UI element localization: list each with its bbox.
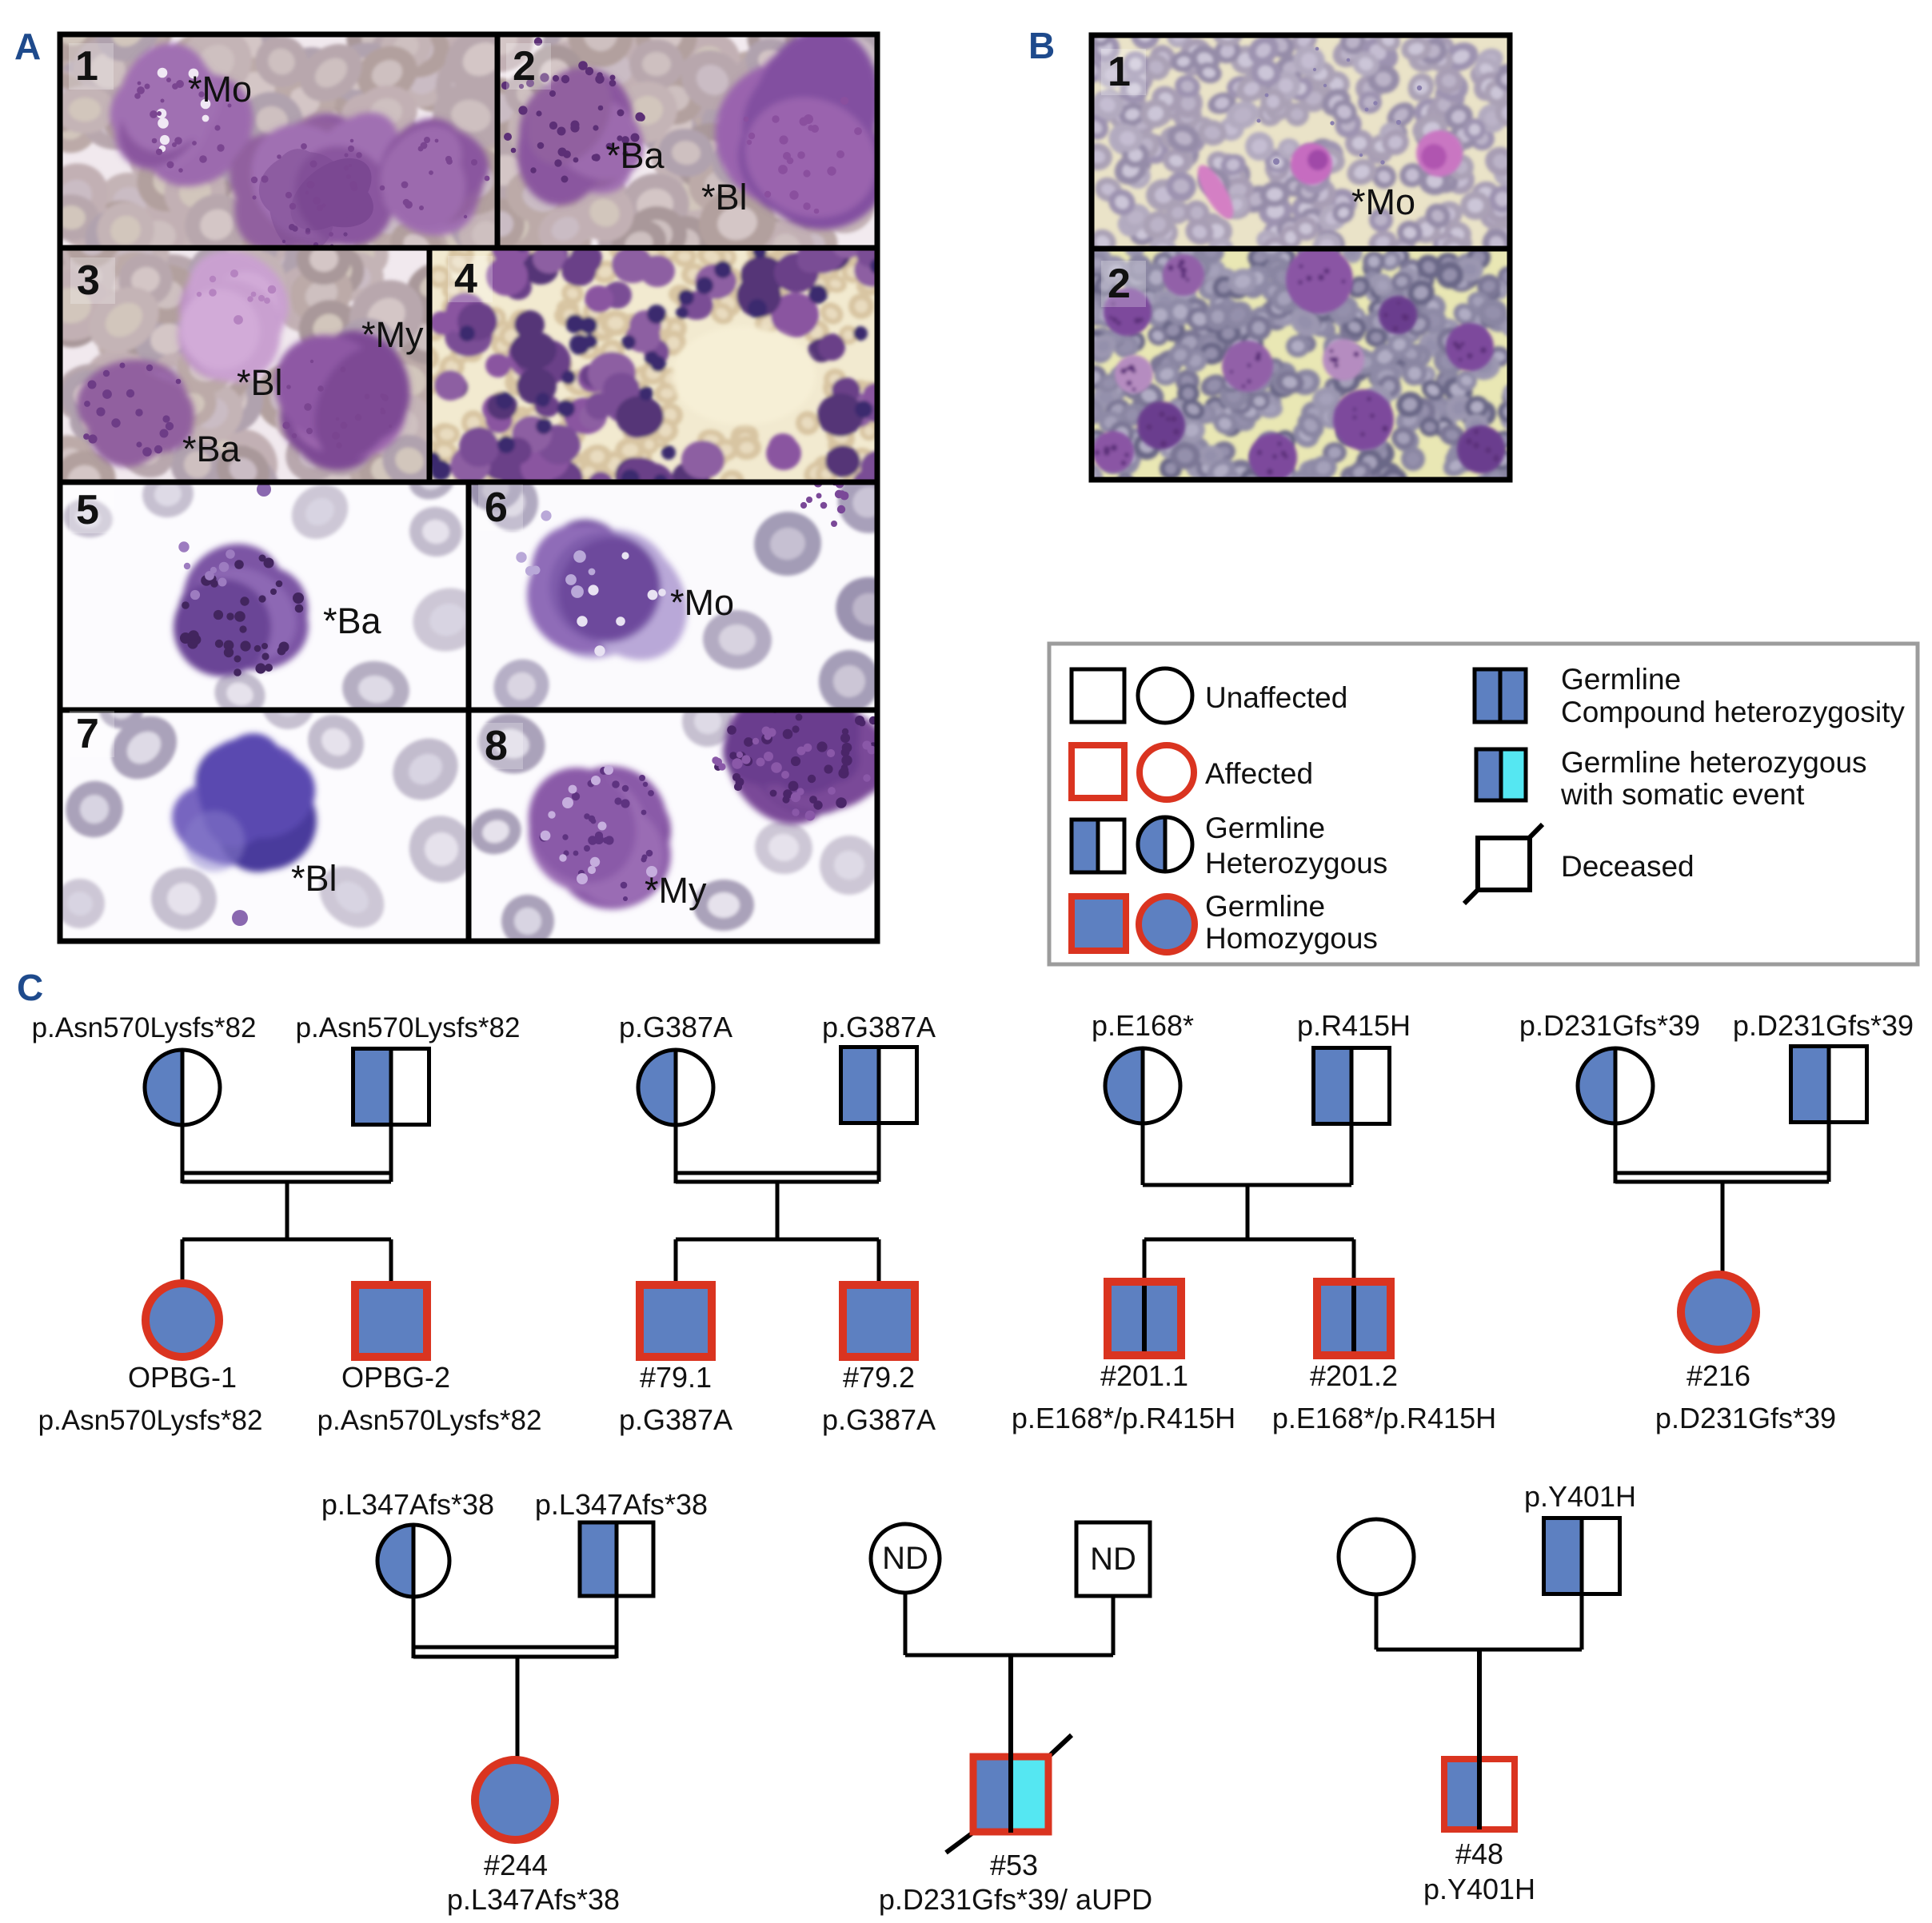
svg-text:*Bl: *Bl	[701, 177, 748, 217]
svg-text:#244: #244	[484, 1849, 548, 1881]
svg-text:#216: #216	[1687, 1359, 1750, 1392]
svg-text:Unaffected: Unaffected	[1205, 681, 1347, 714]
svg-text:p.G387A: p.G387A	[619, 1403, 732, 1436]
svg-text:p.Asn570Lysfs*82: p.Asn570Lysfs*82	[317, 1405, 542, 1436]
svg-text:*Ba: *Ba	[323, 600, 382, 641]
svg-text:*Mo: *Mo	[188, 69, 252, 110]
svg-text:p.Asn570Lysfs*82: p.Asn570Lysfs*82	[296, 1012, 521, 1043]
svg-text:#201.1: #201.1	[1100, 1359, 1188, 1392]
svg-text:6: 6	[485, 485, 508, 531]
svg-text:Germline: Germline	[1205, 890, 1325, 923]
svg-text:p.D231Gfs*39: p.D231Gfs*39	[1655, 1402, 1836, 1434]
svg-text:#53: #53	[990, 1849, 1038, 1881]
svg-text:7: 7	[76, 711, 99, 757]
svg-text:p.Y401H: p.Y401H	[1524, 1480, 1636, 1513]
svg-text:p.D231Gfs*39: p.D231Gfs*39	[1519, 1009, 1700, 1042]
svg-text:*Bl: *Bl	[237, 362, 283, 403]
svg-text:#201.2: #201.2	[1310, 1359, 1398, 1392]
svg-text:ND: ND	[1090, 1542, 1136, 1577]
svg-text:#79.2: #79.2	[843, 1361, 915, 1394]
svg-text:p.L347Afs*38: p.L347Afs*38	[447, 1883, 620, 1916]
svg-text:p.E168*/p.R415H: p.E168*/p.R415H	[1272, 1402, 1496, 1434]
svg-text:p.Asn570Lysfs*82: p.Asn570Lysfs*82	[32, 1012, 257, 1043]
svg-text:Affected: Affected	[1205, 757, 1313, 790]
svg-text:2: 2	[513, 43, 536, 90]
svg-text:p.L347Afs*38: p.L347Afs*38	[535, 1488, 708, 1521]
svg-text:p.D231Gfs*39: p.D231Gfs*39	[1733, 1009, 1914, 1042]
svg-text:8: 8	[485, 723, 508, 769]
svg-text:Homozygous: Homozygous	[1205, 922, 1378, 955]
svg-text:with somatic event: with somatic event	[1560, 778, 1805, 811]
svg-text:*Ba: *Ba	[182, 429, 242, 469]
svg-text:p.Asn570Lysfs*82: p.Asn570Lysfs*82	[38, 1405, 263, 1436]
svg-text:#48: #48	[1455, 1837, 1503, 1870]
svg-text:#79.1: #79.1	[640, 1361, 712, 1394]
svg-text:Germline: Germline	[1205, 812, 1325, 844]
svg-text:p.Y401H: p.Y401H	[1423, 1873, 1535, 1905]
svg-text:p.D231Gfs*39/ aUPD: p.D231Gfs*39/ aUPD	[879, 1883, 1152, 1916]
svg-text:*My: *My	[361, 314, 424, 355]
svg-text:*Mo: *Mo	[1351, 182, 1415, 222]
svg-text:*Bl: *Bl	[291, 858, 337, 899]
svg-text:1: 1	[1108, 49, 1131, 95]
svg-text:*Mo: *Mo	[670, 582, 734, 623]
svg-text:Germline: Germline	[1561, 663, 1681, 696]
svg-text:OPBG-1: OPBG-1	[128, 1361, 237, 1394]
svg-text:2: 2	[1108, 261, 1131, 307]
svg-text:p.G387A: p.G387A	[822, 1403, 936, 1436]
svg-text:*Ba: *Ba	[606, 135, 665, 176]
svg-text:p.G387A: p.G387A	[822, 1011, 936, 1043]
svg-text:Deceased: Deceased	[1561, 850, 1694, 883]
svg-text:4: 4	[454, 256, 477, 302]
svg-text:p.L347Afs*38: p.L347Afs*38	[321, 1488, 494, 1521]
svg-text:5: 5	[76, 487, 99, 533]
svg-text:p.G387A: p.G387A	[619, 1011, 732, 1043]
svg-text:3: 3	[77, 257, 100, 304]
svg-text:Compound heterozygosity: Compound heterozygosity	[1561, 696, 1905, 728]
svg-text:p.E168*/p.R415H: p.E168*/p.R415H	[1012, 1402, 1235, 1434]
svg-text:1: 1	[75, 43, 98, 90]
svg-text:Heterozygous: Heterozygous	[1205, 847, 1387, 880]
svg-text:Germline heterozygous: Germline heterozygous	[1561, 746, 1867, 779]
svg-text:p.R415H: p.R415H	[1297, 1009, 1411, 1042]
svg-text:ND: ND	[882, 1541, 928, 1576]
svg-text:p.E168*: p.E168*	[1092, 1009, 1194, 1042]
svg-text:OPBG-2: OPBG-2	[341, 1361, 450, 1394]
svg-text:*My: *My	[645, 870, 707, 911]
